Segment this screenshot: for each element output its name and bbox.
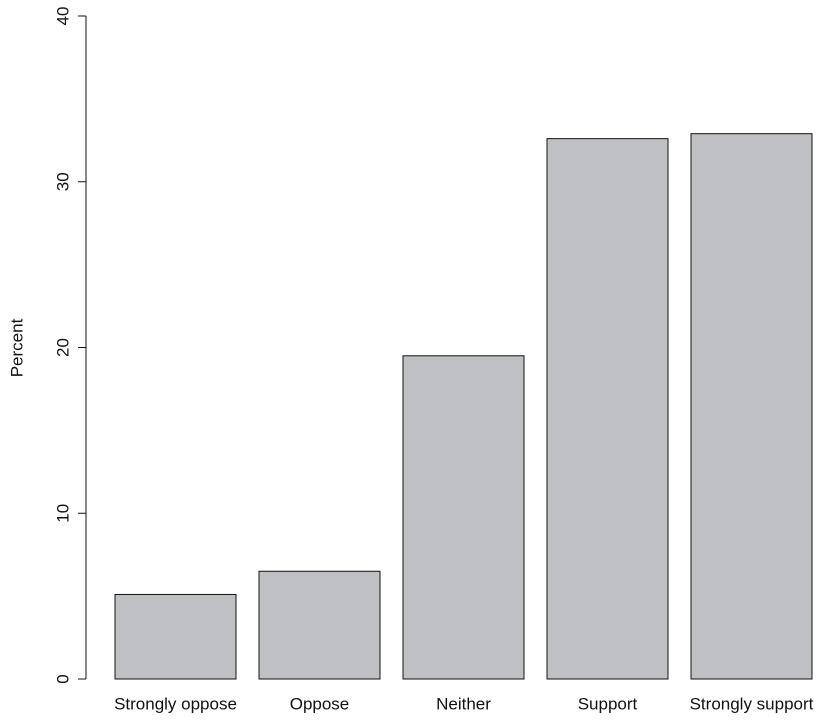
bar [690,133,813,680]
x-tick-label: Neither [436,694,491,713]
x-tick-label: Strongly oppose [114,694,237,713]
x-tick-label: Oppose [290,694,350,713]
y-tick-label: 20 [53,338,72,357]
y-tick-label: 10 [53,504,72,523]
y-tick-label: 30 [53,172,72,191]
y-axis-label: Percent [7,318,26,377]
x-tick-label: Strongly support [690,694,814,713]
x-tick-label: Support [578,694,638,713]
bar [546,138,669,680]
bar [114,593,237,680]
y-tick-label: 0 [53,674,72,683]
y-tick-label: 40 [53,7,72,26]
bar [402,355,525,680]
bar [258,570,381,680]
